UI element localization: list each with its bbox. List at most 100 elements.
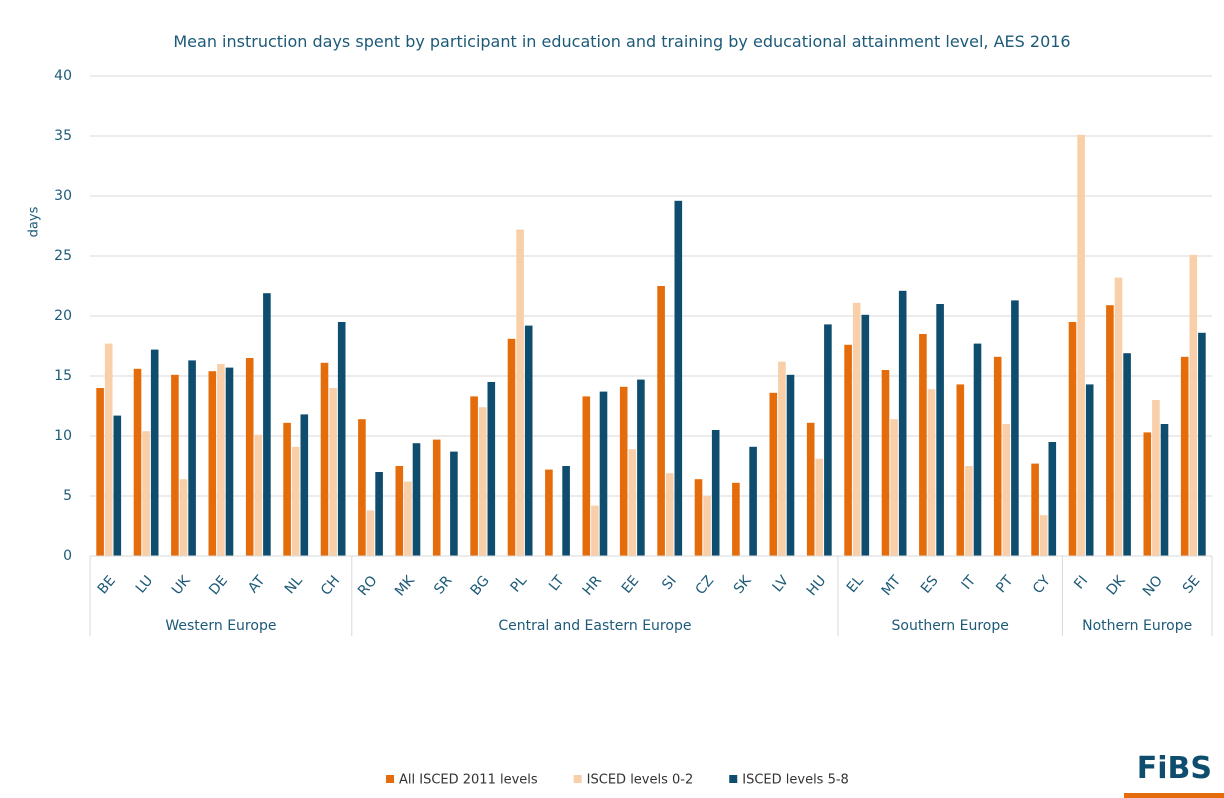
x-tick-label: PL xyxy=(508,573,531,596)
bar xyxy=(815,458,824,556)
bar xyxy=(113,415,122,556)
bar xyxy=(1160,424,1169,556)
bar xyxy=(545,469,553,556)
bar xyxy=(133,368,142,556)
x-tick-label: BE xyxy=(95,573,119,597)
bar xyxy=(263,293,271,556)
group-label: Central and Eastern Europe xyxy=(498,618,691,634)
bar xyxy=(806,422,815,556)
bar xyxy=(507,338,516,556)
bar xyxy=(1031,463,1039,556)
bar xyxy=(1085,384,1094,556)
bar xyxy=(1002,424,1011,556)
bar xyxy=(1180,356,1189,556)
bar xyxy=(487,382,496,556)
bar xyxy=(1152,400,1160,556)
logo: FiBS xyxy=(1136,751,1212,786)
bar xyxy=(1077,134,1085,557)
bar xyxy=(898,290,907,556)
bar xyxy=(337,322,346,556)
x-tick-label: LT xyxy=(546,573,568,595)
x-tick-label: BG xyxy=(468,573,493,599)
y-tick-label: 0 xyxy=(63,548,72,564)
x-tick-label: MK xyxy=(392,572,418,599)
group-label: Nothern Europe xyxy=(1082,618,1192,634)
bar xyxy=(591,505,599,556)
bar xyxy=(245,358,254,556)
bar xyxy=(703,496,711,556)
bar xyxy=(516,229,524,556)
bar xyxy=(599,391,608,556)
bar xyxy=(1114,277,1123,556)
legend-label: ISCED levels 5-8 xyxy=(742,773,849,788)
bar xyxy=(844,344,852,556)
x-tick-label: EE xyxy=(619,573,643,597)
bar xyxy=(778,361,786,556)
legend-marker xyxy=(573,775,582,783)
legend-marker xyxy=(729,775,738,783)
bar xyxy=(890,419,898,556)
x-tick-label: UK xyxy=(169,572,194,598)
bar xyxy=(217,364,225,556)
bar xyxy=(404,481,412,556)
bar xyxy=(927,389,936,556)
x-tick-label: EL xyxy=(844,573,867,596)
bar xyxy=(358,419,366,556)
bar xyxy=(104,343,113,556)
bar xyxy=(412,443,421,556)
bar xyxy=(150,349,159,556)
bar xyxy=(674,200,683,557)
chart-title: Mean instruction days spent by participa… xyxy=(173,32,1071,51)
bar xyxy=(524,325,533,556)
x-tick-label: NL xyxy=(282,573,306,597)
bar xyxy=(665,473,674,556)
y-tick-label: 25 xyxy=(54,248,72,264)
x-tick-label: HU xyxy=(804,573,830,599)
bar xyxy=(637,379,645,556)
bar xyxy=(142,431,150,556)
x-tick-label: HR xyxy=(580,573,605,599)
bar xyxy=(1106,305,1114,556)
x-tick-label: SR xyxy=(431,573,455,598)
bar xyxy=(320,362,329,556)
bar xyxy=(749,446,757,556)
bar xyxy=(993,356,1002,556)
bar xyxy=(619,386,628,556)
x-tick-label: FI xyxy=(1071,573,1091,593)
y-tick-label: 40 xyxy=(54,68,72,84)
legend-label: ISCED levels 0-2 xyxy=(587,773,694,788)
bar xyxy=(582,396,591,556)
bar xyxy=(300,414,309,556)
legend-marker xyxy=(386,775,394,783)
y-tick-label: 35 xyxy=(54,128,72,144)
bar xyxy=(375,472,383,556)
x-tick-label: SK xyxy=(731,572,755,597)
bar xyxy=(366,510,375,556)
bar xyxy=(450,451,458,556)
bar xyxy=(432,439,441,556)
x-tick-label: LV xyxy=(770,573,793,596)
bar xyxy=(395,466,404,556)
bar xyxy=(711,430,720,556)
x-tick-label: NO xyxy=(1140,573,1166,600)
bar xyxy=(283,422,291,556)
y-axis-label: days xyxy=(27,206,42,237)
bar xyxy=(1039,515,1048,556)
x-tick-label: AT xyxy=(245,573,268,597)
group-label: Western Europe xyxy=(165,618,276,634)
bar xyxy=(881,370,890,556)
bar xyxy=(628,449,637,556)
x-tick-label: LU xyxy=(133,573,156,597)
x-tick-label: RO xyxy=(355,573,381,599)
x-tick-label: ES xyxy=(918,573,942,597)
bar xyxy=(329,388,337,556)
x-tick-label: CY xyxy=(1030,573,1054,597)
bar xyxy=(786,374,795,556)
x-tick-label: MT xyxy=(879,573,905,599)
bar xyxy=(694,479,703,556)
bar xyxy=(973,343,982,556)
x-tick-label: SE xyxy=(1180,573,1204,597)
bar xyxy=(861,314,870,556)
